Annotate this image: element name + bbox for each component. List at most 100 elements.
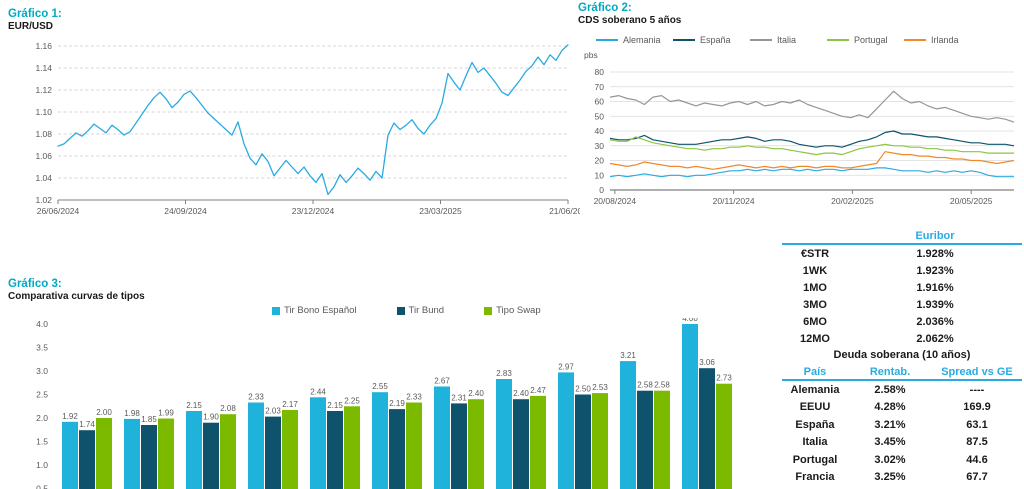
legend-label: Alemania [623,35,661,45]
y-tick-label: 1.16 [35,41,52,51]
x-tick-label: 23/12/2024 [292,206,335,216]
bar-tir-bono-espanol [124,418,140,489]
y-tick-label: 1.10 [35,107,52,117]
y-tick-label: 0 [599,185,604,195]
table-row: Francia 3.25% 67.7 [782,469,1022,487]
table-row: 12MO 2.062% [782,330,1022,347]
bar-tir-bund [513,399,529,489]
spread-cell: 44.6 [966,453,988,466]
euribor-header: Euribor [915,229,955,242]
bar-value-label: 2.83 [496,369,512,378]
spread-cell: 87.5 [966,436,988,449]
bar-value-label: 1.92 [62,412,78,421]
chart3-title: Gráfico 3: [8,278,62,290]
y-tick-label: 0.5 [36,484,48,489]
legend-square-swatch [272,306,280,315]
tenor-cell: 3MO [803,298,827,311]
bar-value-label: 2.55 [372,382,388,391]
chart1-subtitle: EUR/USD [8,21,54,32]
bar-value-label: 1.74 [79,420,95,429]
tenor-cell: 6MO [803,315,827,328]
table-row: 1WK 1.923% [782,262,1022,279]
table-row: Portugal 3.02% 44.6 [782,451,1022,469]
table-row: EEUU 4.28% 169.9 [782,399,1022,417]
bar-value-label: 2.50 [575,385,591,394]
bar-tipo-swap [654,390,670,489]
legend-label: Tipo Swap [496,305,541,316]
bar-tipo-swap [406,402,422,489]
y-tick-label: 60 [595,97,605,107]
bar-value-label: 2.53 [592,383,608,392]
chart1-title: Gráfico 1: [8,8,62,20]
table-row: 3MO 1.939% [782,296,1022,313]
y-tick-label: 50 [595,111,605,121]
y-tick-label: 3.5 [36,343,48,353]
tenor-cell: 12MO [800,332,830,345]
bar-tir-bund [327,411,343,489]
legend-item-espana: España [673,35,750,45]
country-cell: Francia [795,471,835,484]
chart2-unit-label: pbs [584,50,598,60]
y-tick-label: 30 [595,141,605,151]
y-tick-label: 2.0 [36,413,48,423]
yield-cell: 3.25% [874,471,906,484]
bar-tipo-swap [716,383,732,489]
y-tick-label: 1.12 [35,85,52,95]
bar-tipo-swap [158,418,174,489]
table-row: 6MO 2.036% [782,313,1022,330]
bar-value-label: 2.15 [327,401,343,410]
country-cell: Portugal [792,453,838,466]
spread-cell: 169.9 [963,401,991,414]
legend-line-swatch [904,39,926,41]
bar-value-label: 2.08 [220,404,236,413]
bar-value-label: 2.00 [96,408,112,417]
bar-tipo-swap [592,393,608,489]
bar-tir-bono-espanol [372,392,388,489]
legend-label: Italia [777,35,797,45]
table-row: €STR 1.928% [782,245,1022,262]
legend-item-tir-bono-espanol: Tir Bono Español [272,305,357,316]
legend-item-portugal: Portugal [827,35,904,45]
country-cell: España [795,418,835,431]
bar-value-label: 1.98 [124,409,140,418]
y-tick-label: 2.5 [36,390,48,400]
spread-cell: ---- [969,383,985,396]
spread-cell: 63.1 [966,418,988,431]
y-tick-label: 1.02 [35,195,52,205]
rate-cell: 2.062% [916,332,954,345]
bar-value-label: 2.40 [468,389,484,398]
table-row: Italia 3.45% 87.5 [782,434,1022,452]
legend-line-swatch [596,39,618,41]
legend-square-swatch [396,306,405,315]
bar-value-label: 2.33 [248,393,264,402]
bar-value-label: 3.06 [699,358,715,367]
country-cell: Alemania [790,383,840,396]
series-alemania-line [609,167,1014,178]
y-tick-label: 4.0 [36,319,48,329]
y-tick-label: 10 [595,170,605,180]
bar-tipo-swap [530,395,546,489]
bar-tipo-swap [468,399,484,489]
column-header: Rentab. [869,365,911,378]
bar-value-label: 2.31 [451,393,467,402]
column-header: País [803,365,827,378]
bar-value-label: 2.58 [654,381,670,390]
bar-value-label: 2.15 [186,401,202,410]
country-cell: EEUU [799,401,831,414]
deuda-rows: Alemania 2.58% ---- EEUU 4.28% 169.9 España 3.2… [782,381,1022,486]
bar-value-label: 2.47 [530,386,546,395]
series-eurusd-line [57,44,569,196]
rate-cell: 1.923% [916,264,954,277]
bar-value-label: 2.97 [558,362,574,371]
x-tick-label: 21/06/202 [549,206,580,216]
tenor-cell: 1WK [802,264,828,277]
legend-line-swatch [827,39,849,41]
chart-grafico1: Gráfico 1: EUR/USD 1.16 1.14 1.12 1.10 1.08 1… [8,8,580,222]
chart2-title: Gráfico 2: [578,2,632,14]
bar-tir-bund [575,394,591,489]
chart2-subtitle: CDS soberano 5 años [578,15,682,26]
legend-square-swatch [484,306,493,315]
rate-cell: 1.939% [916,298,954,311]
legend-item-tir-bund: Tir Bund [396,305,444,316]
tenor-cell: 1MO [803,281,827,294]
